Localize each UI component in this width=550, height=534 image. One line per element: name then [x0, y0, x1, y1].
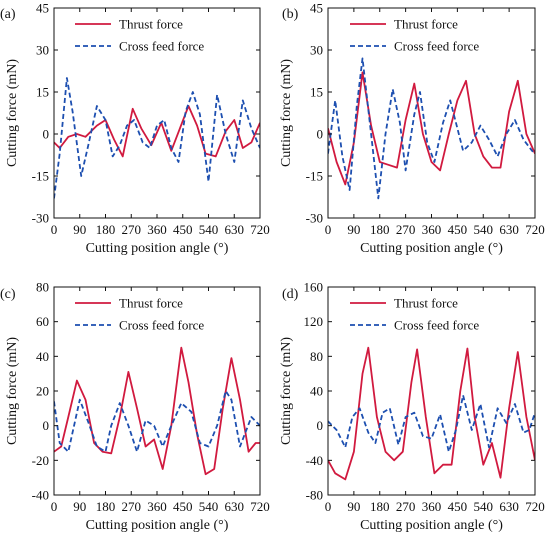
- y-tick-label: 20: [36, 384, 49, 399]
- y-tick-label: 120: [304, 314, 324, 329]
- thrust-force-line: [54, 346, 260, 476]
- x-tick-label: 720: [525, 222, 545, 237]
- x-tick-label: 180: [96, 222, 116, 237]
- y-tick-label: 45: [36, 1, 49, 16]
- x-tick-label: 630: [499, 222, 519, 237]
- x-axis-label: Cutting position angle (°): [86, 518, 229, 533]
- thrust-force-line: [54, 105, 260, 158]
- x-tick-label: 90: [73, 222, 86, 237]
- y-tick-label: -30: [306, 211, 323, 226]
- x-tick-label: 450: [448, 222, 468, 237]
- x-tick-label: 90: [73, 499, 86, 514]
- y-axis-label: Cutting force (mN): [279, 337, 294, 445]
- x-axis-label: Cutting position angle (°): [86, 241, 229, 256]
- thrust-force-line: [328, 346, 535, 481]
- x-tick-label: 540: [199, 222, 219, 237]
- x-tick-label: 270: [122, 222, 142, 237]
- x-tick-label: 540: [474, 222, 494, 237]
- x-tick-label: 0: [51, 499, 58, 514]
- cross-feed-force-line: [328, 394, 535, 453]
- x-tick-label: 360: [422, 222, 442, 237]
- panel-label: (b): [282, 7, 299, 22]
- y-axis-label: Cutting force (mN): [5, 59, 20, 167]
- x-tick-label: 0: [51, 222, 58, 237]
- cross-feed-force-line: [54, 77, 260, 199]
- panel-c: 0 90 180 270 360 450 540 630 720 -40 -20 0 20 40 60 80 C…: [0, 280, 270, 534]
- y-tick-label: 0: [43, 127, 50, 142]
- x-tick-label: 450: [173, 499, 193, 514]
- y-tick-label: 40: [36, 349, 49, 364]
- x-tick-label: 90: [347, 499, 360, 514]
- thrust-force-line: [328, 71, 535, 186]
- x-tick-label: 270: [122, 499, 142, 514]
- y-tick-label: 15: [310, 85, 323, 100]
- x-tick-label: 630: [225, 222, 245, 237]
- panel-label: (c): [0, 287, 16, 302]
- y-tick-label: -40: [306, 453, 323, 468]
- legend-label: Thrust force: [119, 17, 183, 32]
- cross-feed-force-line: [328, 57, 535, 200]
- legend-label: Thrust force: [394, 17, 458, 32]
- y-tick-label: -80: [306, 488, 323, 503]
- y-tick-label: 30: [36, 43, 49, 58]
- legend-label: Cross feed force: [394, 318, 479, 333]
- y-tick-label: 0: [43, 418, 50, 433]
- y-tick-label: 30: [310, 43, 323, 58]
- y-tick-label: -30: [32, 211, 49, 226]
- x-tick-label: 0: [325, 222, 332, 237]
- y-tick-label: -15: [306, 169, 323, 184]
- x-tick-label: 360: [147, 499, 167, 514]
- y-tick-label: -20: [32, 453, 49, 468]
- x-tick-label: 450: [448, 499, 468, 514]
- y-tick-label: 80: [36, 280, 49, 295]
- y-tick-label: 45: [310, 1, 323, 16]
- y-axis-label: Cutting force (mN): [5, 337, 20, 445]
- panel-label: (a): [0, 7, 16, 22]
- y-tick-label: 0: [317, 418, 324, 433]
- x-tick-label: 720: [525, 499, 545, 514]
- x-tick-label: 540: [474, 499, 494, 514]
- x-tick-label: 270: [396, 499, 416, 514]
- x-tick-label: 360: [422, 499, 442, 514]
- x-tick-label: 360: [147, 222, 167, 237]
- x-tick-label: 180: [370, 499, 390, 514]
- legend-label: Cross feed force: [394, 39, 479, 54]
- x-axis-label: Cutting position angle (°): [360, 241, 503, 256]
- y-tick-label: 60: [36, 314, 49, 329]
- x-tick-label: 90: [347, 222, 360, 237]
- x-tick-label: 0: [325, 499, 332, 514]
- x-tick-label: 180: [96, 499, 116, 514]
- x-tick-label: 630: [499, 499, 519, 514]
- y-axis-label: Cutting force (mN): [279, 59, 294, 167]
- y-tick-label: 80: [310, 349, 323, 364]
- panel-d: 0 90 180 270 360 450 540 630 720 -80 -40 0 40 80 120 16…: [279, 280, 545, 534]
- x-tick-label: 630: [225, 499, 245, 514]
- panel-b: 0 90 180 270 360 450 540 630 720 -30 -15 0 15 30 45 Cut…: [279, 1, 545, 257]
- y-tick-label: 40: [310, 384, 323, 399]
- legend-label: Thrust force: [119, 296, 183, 311]
- y-tick-label: 15: [36, 85, 49, 100]
- x-tick-label: 180: [370, 222, 390, 237]
- y-tick-label: 0: [317, 127, 324, 142]
- y-tick-label: -15: [32, 169, 49, 184]
- x-tick-label: 540: [199, 499, 219, 514]
- x-tick-label: 720: [250, 499, 270, 514]
- cross-feed-force-line: [54, 390, 260, 453]
- x-tick-label: 270: [396, 222, 416, 237]
- legend-label: Cross feed force: [119, 39, 204, 54]
- legend-label: Thrust force: [394, 296, 458, 311]
- y-tick-label: -40: [32, 488, 49, 503]
- legend-label: Cross feed force: [119, 318, 204, 333]
- x-tick-label: 720: [250, 222, 270, 237]
- x-axis-label: Cutting position angle (°): [360, 518, 503, 533]
- panel-a: 0 90 180 270 360 450 540 630 720 -30 -15 0 15 30 45 Cut…: [0, 1, 270, 257]
- x-tick-label: 450: [173, 222, 193, 237]
- panel-label: (d): [282, 287, 299, 302]
- y-tick-label: 160: [304, 280, 324, 295]
